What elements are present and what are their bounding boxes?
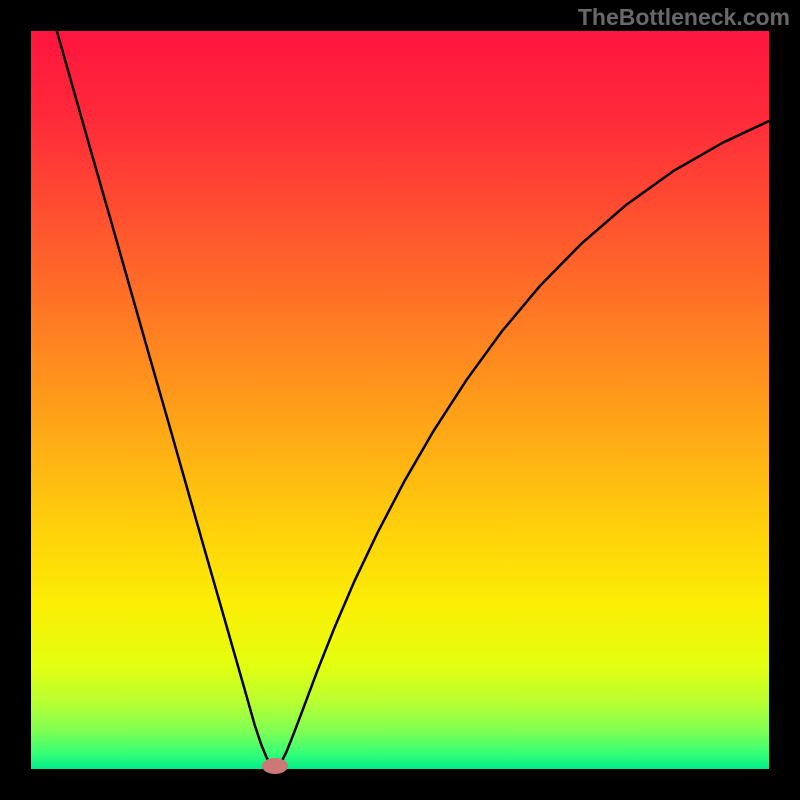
curve-svg xyxy=(31,31,769,769)
plot-area xyxy=(31,31,769,769)
bottleneck-curve xyxy=(57,31,769,768)
watermark-text: TheBottleneck.com xyxy=(578,4,790,31)
chart-container: TheBottleneck.com xyxy=(0,0,800,800)
optimum-marker xyxy=(262,758,288,774)
